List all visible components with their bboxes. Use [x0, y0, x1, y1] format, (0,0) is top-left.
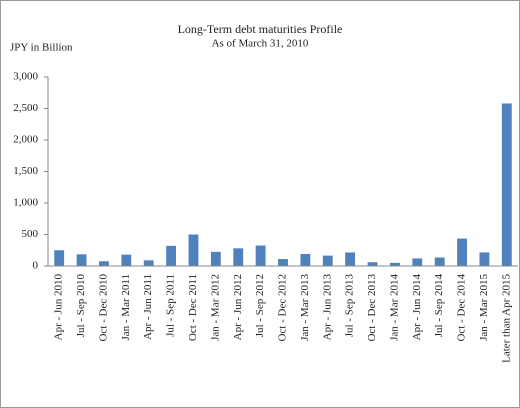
- bar: [479, 252, 490, 266]
- bar: [210, 251, 221, 266]
- x-tick-label: Apr - Jun 2011: [142, 274, 154, 340]
- bar: [434, 257, 445, 266]
- bar: [501, 103, 512, 267]
- x-tick-label: Oct - Dec 2010: [97, 274, 109, 342]
- bar: [99, 261, 109, 266]
- bar: [367, 262, 378, 266]
- bar: [166, 245, 177, 266]
- x-tick-label: Oct - Dec 2013: [366, 274, 378, 342]
- y-tick-label: 1,000: [13, 197, 38, 209]
- x-tick-label: Jan - Mar 2014: [388, 274, 400, 341]
- x-tick-label: Jul - Sep 2012: [254, 274, 266, 337]
- chart-subtitle: As of March 31, 2010: [212, 38, 309, 50]
- bar: [300, 254, 311, 266]
- bar: [412, 258, 423, 266]
- x-tick-label: Jan - Mar 2013: [299, 274, 311, 341]
- x-tick-label: Jan - Mar 2011: [120, 274, 132, 341]
- y-tick-label: 2,000: [13, 134, 38, 146]
- x-tick-label: Apr - Jun 2010: [53, 274, 65, 341]
- chart-title: Long-Term debt maturities Profile: [178, 22, 343, 36]
- x-tick-label: Jul - Sep 2013: [344, 274, 356, 338]
- bar: [233, 248, 244, 266]
- bar: [255, 245, 266, 266]
- x-tick-label: Apr - Jun 2012: [232, 274, 244, 340]
- y-tick-label: 500: [22, 228, 39, 240]
- x-tick-label: Oct - Dec 2014: [456, 274, 468, 342]
- bar: [389, 262, 400, 266]
- x-tick-label: Apr - Jun 2014: [411, 274, 423, 341]
- x-tick-label: Oct - Dec 2012: [277, 274, 289, 342]
- bar: [345, 252, 356, 266]
- y-tick-label: 0: [33, 260, 39, 272]
- bar: [54, 250, 65, 266]
- x-tick-label: Jan - Mar 2012: [209, 274, 221, 341]
- x-tick-label: Jan - Mar 2015: [478, 274, 490, 341]
- x-tick-label: Apr - Jun 2013: [321, 274, 333, 341]
- y-tick-label: 1,500: [13, 165, 38, 177]
- y-axis-label: JPY in Billion: [10, 42, 73, 54]
- bar: [322, 255, 333, 266]
- bar: [143, 260, 154, 266]
- x-tick-label: Later than Apr 2015: [500, 274, 512, 363]
- y-tick-label: 2,500: [13, 102, 38, 114]
- bar: [188, 234, 199, 266]
- bar: [121, 254, 132, 266]
- y-tick-label: 3,000: [13, 71, 38, 83]
- x-tick-label: Jul - Sep 2014: [433, 274, 445, 338]
- x-tick-label: Jul - Sep 2011: [165, 274, 177, 337]
- bar: [457, 238, 467, 266]
- x-tick-label: Oct - Dec 2011: [187, 274, 199, 341]
- bar: [278, 259, 288, 266]
- x-tick-label: Jul - Sep 2010: [75, 274, 87, 338]
- bar: [76, 254, 87, 266]
